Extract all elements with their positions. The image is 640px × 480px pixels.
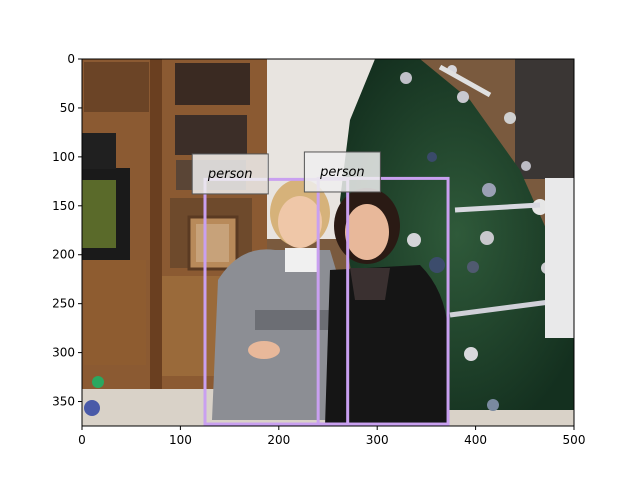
x-tick-label: 300 [366, 433, 389, 447]
x-axis: 0 100 200 300 400 500 [78, 426, 585, 447]
y-tick-label: 50 [60, 101, 75, 115]
person-bounding-box [203, 177, 350, 426]
x-tick-label: 200 [267, 433, 290, 447]
person-bounding-box [316, 176, 450, 426]
y-tick-label: 250 [52, 297, 75, 311]
detection-label-box [191, 153, 269, 195]
x-tick-label: 100 [169, 433, 192, 447]
photo [82, 59, 574, 426]
detection-label: person [207, 167, 253, 182]
y-tick-label: 100 [52, 150, 75, 164]
y-tick-label: 350 [52, 395, 75, 409]
y-tick-label: 150 [52, 199, 75, 213]
people [212, 179, 448, 426]
y-tick-label: 0 [67, 52, 75, 66]
y-tick-label: 300 [52, 346, 75, 360]
detection-label: person [319, 165, 365, 180]
x-tick-label: 500 [563, 433, 586, 447]
y-axis: 0 50 100 150 200 250 300 350 [52, 52, 82, 409]
detection-label-box [303, 151, 381, 193]
detection-boxes: person person [191, 151, 450, 426]
x-tick-label: 0 [78, 433, 86, 447]
axes-frame [81, 58, 575, 427]
x-tick-label: 400 [464, 433, 487, 447]
y-tick-label: 200 [52, 248, 75, 262]
